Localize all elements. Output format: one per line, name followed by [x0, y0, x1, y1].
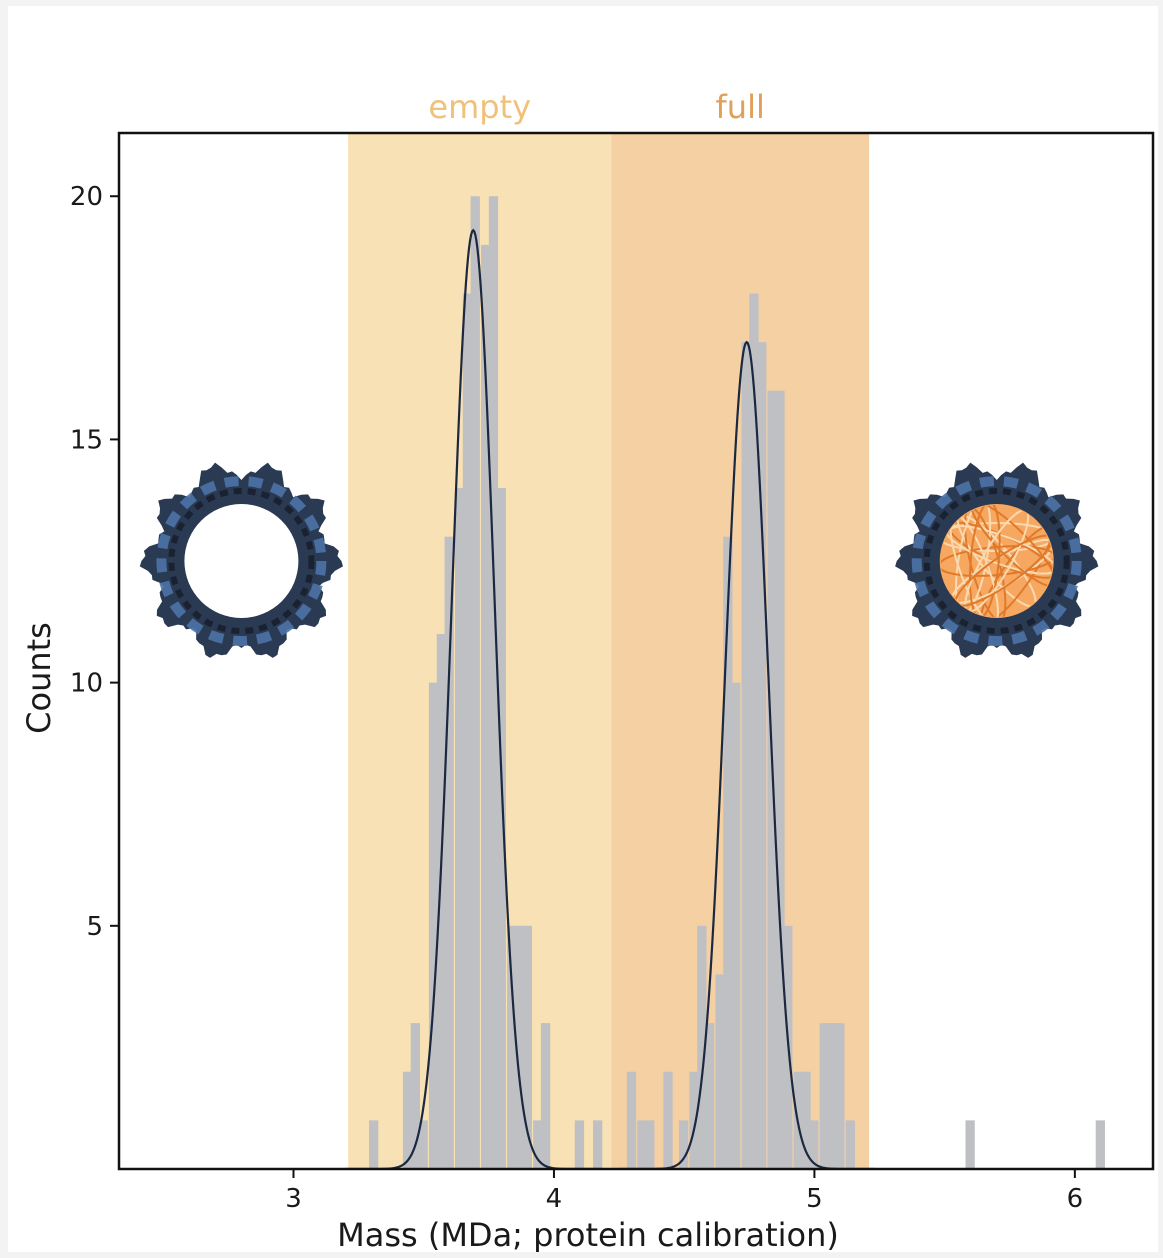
- histogram-bar: [402, 1071, 413, 1169]
- histogram-chart: 3 4 5 6 5 10 15 20 empty full Mass (MDa; protein…: [20, 88, 1155, 1252]
- x-tick-label: 4: [546, 1184, 563, 1214]
- histogram-bar: [444, 536, 454, 1169]
- region-label-empty: empty: [428, 88, 531, 126]
- capsid-illustrations: [139, 462, 1099, 658]
- histogram-bar: [965, 1120, 975, 1169]
- histogram-bar: [1095, 1120, 1105, 1169]
- histogram-bar: [436, 633, 447, 1169]
- region-label-full: full: [716, 88, 765, 126]
- histogram-bar: [801, 1071, 811, 1169]
- x-tick-label: 3: [285, 1184, 302, 1214]
- histogram-bar: [522, 925, 532, 1169]
- x-tick-label: 5: [806, 1184, 823, 1214]
- histogram-bar: [689, 1071, 699, 1169]
- y-tick-label: 10: [70, 669, 103, 699]
- full-capsid-illustration: [895, 462, 1099, 658]
- histogram-bar: [462, 293, 473, 1169]
- dna-strand: [968, 505, 1001, 618]
- histogram-bar: [749, 293, 759, 1169]
- histogram-bar: [540, 1023, 551, 1169]
- plot-frame: [117, 131, 1155, 1171]
- x-tick-label: 6: [1067, 1184, 1084, 1214]
- histogram-bar: [481, 244, 491, 1169]
- histogram-bar: [835, 1023, 845, 1169]
- histogram-bar: [775, 390, 785, 1169]
- histogram-bar: [488, 196, 499, 1169]
- x-axis-label: Mass (MDa; protein calibration): [337, 1216, 839, 1252]
- y-tick-label: 15: [70, 425, 103, 455]
- figure: 3 4 5 6 5 10 15 20 empty full Mass (MDa; protein…: [8, 6, 1158, 1252]
- histogram-bar: [809, 1120, 819, 1169]
- y-tick-label: 5: [86, 912, 103, 942]
- histogram-bar: [678, 1120, 689, 1169]
- histogram-bar: [819, 1023, 829, 1169]
- histogram-bar: [428, 682, 439, 1169]
- histogram-bar: [470, 196, 480, 1169]
- histogram-bar: [496, 488, 506, 1169]
- histogram-bar: [410, 1023, 420, 1169]
- histogram-bar: [507, 925, 517, 1169]
- histogram-bar: [533, 1120, 543, 1169]
- histogram-bar: [593, 1120, 603, 1169]
- capsid-shell-texture: [168, 488, 315, 635]
- histogram-bar: [369, 1120, 379, 1169]
- capsid-empty-core: [184, 504, 299, 619]
- histogram-bar: [637, 1120, 647, 1169]
- histogram-bar: [574, 1120, 585, 1169]
- histogram-bar: [418, 1120, 428, 1169]
- histogram-bar: [697, 925, 707, 1169]
- histogram-bar: [757, 342, 767, 1169]
- histogram-bar: [626, 1071, 637, 1169]
- histogram-bar: [705, 1023, 715, 1169]
- histogram-bar: [514, 925, 525, 1169]
- histogram-bar: [741, 342, 751, 1169]
- histogram-bar: [723, 536, 733, 1169]
- empty-capsid-illustration: [139, 462, 344, 658]
- histogram-bar: [454, 488, 465, 1169]
- histogram-bar: [827, 1023, 837, 1169]
- axis-ticks: 3 4 5 6 5 10 15 20: [70, 182, 1083, 1214]
- y-axis-label: Counts: [20, 622, 58, 734]
- histogram-bar: [845, 1120, 855, 1169]
- histogram-bar: [645, 1120, 655, 1169]
- capsid-shell-texture: [923, 488, 1070, 635]
- y-tick-label: 20: [70, 182, 103, 212]
- capsid-shell-texture: [911, 476, 1082, 647]
- histogram-bar: [715, 974, 725, 1169]
- histogram-bar: [731, 682, 741, 1169]
- histogram-bar: [663, 1071, 673, 1169]
- region-labels: empty full: [428, 88, 764, 126]
- capsid-shell-texture: [156, 476, 327, 647]
